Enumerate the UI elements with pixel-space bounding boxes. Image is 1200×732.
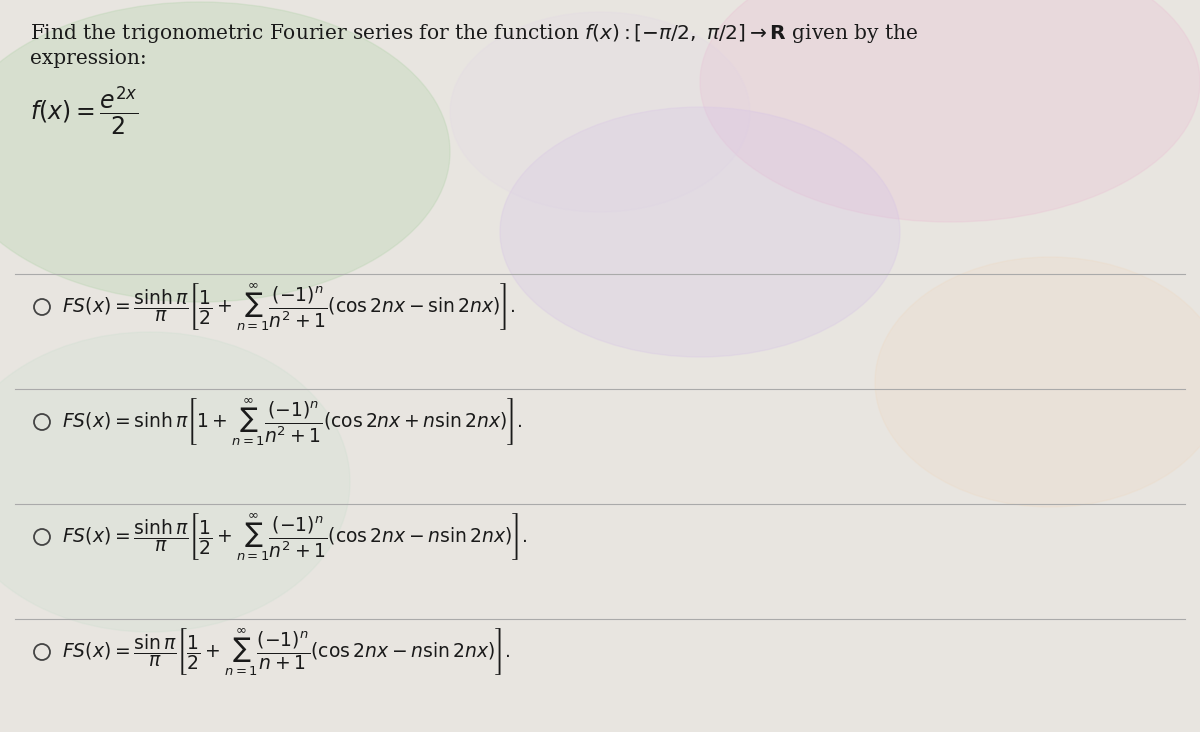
Text: expression:: expression: [30,49,146,68]
Text: $FS(x) = \sinh \pi \left[1 + \sum_{n=1}^{\infty} \dfrac{(-1)^n}{n^2+1}(\cos 2nx : $FS(x) = \sinh \pi \left[1 + \sum_{n=1}^… [62,395,523,449]
Ellipse shape [500,107,900,357]
Text: Find the trigonometric Fourier series for the function $f(x) : [-\pi/2,\ \pi/2] : Find the trigonometric Fourier series fo… [30,22,918,45]
Text: $f(x) = \dfrac{e^{2x}}{2}$: $f(x) = \dfrac{e^{2x}}{2}$ [30,84,138,137]
Ellipse shape [450,12,750,212]
Ellipse shape [875,257,1200,507]
Ellipse shape [0,2,450,302]
Ellipse shape [700,0,1200,222]
Text: $FS(x) = \dfrac{\sinh \pi}{\pi} \left[\dfrac{1}{2} + \sum_{n=1}^{\infty} \dfrac{: $FS(x) = \dfrac{\sinh \pi}{\pi} \left[\d… [62,280,516,333]
Ellipse shape [0,332,350,632]
Text: $FS(x) = \dfrac{\sinh \pi}{\pi} \left[\dfrac{1}{2} + \sum_{n=1}^{\infty} \dfrac{: $FS(x) = \dfrac{\sinh \pi}{\pi} \left[\d… [62,511,528,564]
Text: $FS(x) = \dfrac{\sin \pi}{\pi} \left[\dfrac{1}{2} + \sum_{n=1}^{\infty} \dfrac{(: $FS(x) = \dfrac{\sin \pi}{\pi} \left[\df… [62,626,510,679]
